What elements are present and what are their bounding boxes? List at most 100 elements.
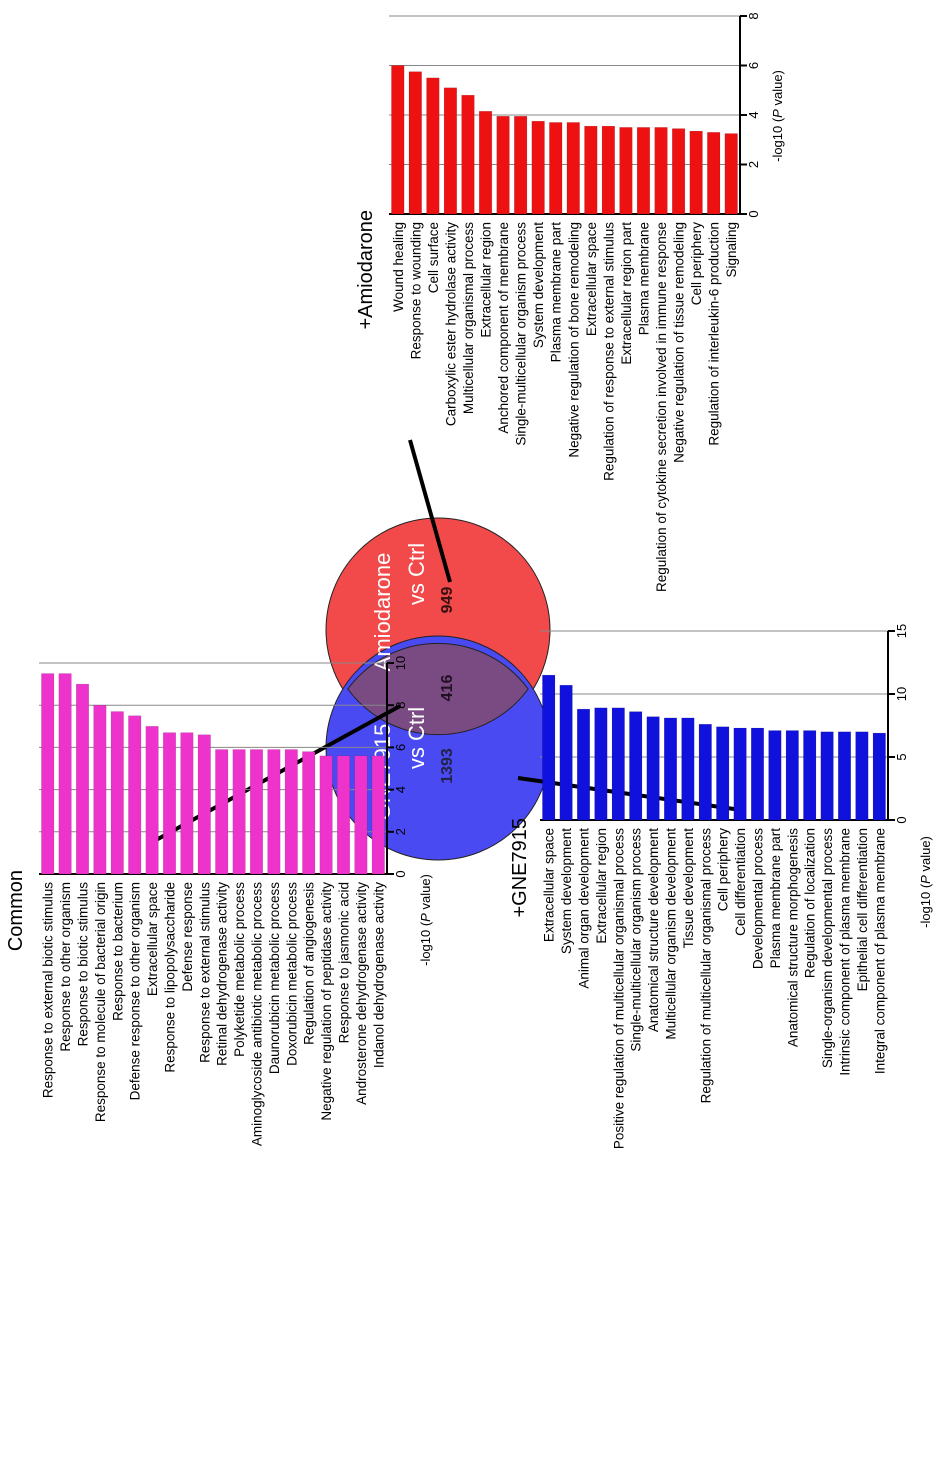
category-label: Anatomical structure morphogenesis xyxy=(785,828,800,1047)
bar xyxy=(514,115,528,215)
category-label: Extracellular space xyxy=(584,222,599,336)
category-label: Doxorubicin metabolic process xyxy=(284,882,299,1066)
y-tick-label: 15 xyxy=(894,624,909,638)
y-tick-label: 0 xyxy=(393,870,408,877)
category-label: Single-multicellular organism process xyxy=(514,222,529,446)
venn-overlap-count: 416 xyxy=(439,675,456,702)
category-label: Defense response to other organism xyxy=(128,882,143,1100)
y-tick-label: 8 xyxy=(393,702,408,709)
bar xyxy=(820,731,834,821)
category-label: Signaling xyxy=(724,222,739,278)
y-tick-label: 2 xyxy=(393,828,408,835)
category-label: Cell periphery xyxy=(716,828,731,912)
bar xyxy=(584,125,598,215)
category-label: Negative regulation of peptidase activit… xyxy=(319,882,334,1121)
category-label: Daunorubicin metabolic process xyxy=(267,882,282,1074)
chart-title: +Amiodarone xyxy=(355,210,377,330)
category-label: Plasma membrane part xyxy=(549,222,564,363)
bar xyxy=(443,87,457,215)
chart-common: 0 2 4 6 8 10 Response to external biotic stimu… xyxy=(5,656,433,1146)
bar xyxy=(611,707,625,821)
category-label: Response to other organism xyxy=(58,882,73,1052)
y-tick-label: 2 xyxy=(746,161,761,168)
bar xyxy=(75,683,90,875)
category-label: Single-organism developmental process xyxy=(820,828,835,1068)
category-label: Response to wounding xyxy=(408,222,423,359)
venn-left-count: 1393 xyxy=(439,748,456,784)
category-label: Response to external stimulus xyxy=(197,882,212,1063)
category-label: Regulation of multicellular organismal p… xyxy=(698,828,713,1104)
bar xyxy=(426,77,440,215)
category-label: System development xyxy=(531,222,546,348)
category-label: Negative regulation of bone remodeling xyxy=(566,222,581,458)
category-label: Extracellular space xyxy=(542,828,557,942)
bar xyxy=(391,65,405,215)
bar xyxy=(636,127,651,215)
category-label: Intrinsic component of plasma membrane xyxy=(838,828,853,1076)
y-tick-label: 0 xyxy=(894,816,909,823)
bar xyxy=(408,71,422,215)
category-label: Response to molecule of bacterial origin xyxy=(93,882,108,1122)
chart-gne7915: 0 5 10 15 Extracellular space System developm… xyxy=(509,624,933,1149)
category-label: Positive regulation of multicellular org… xyxy=(611,828,626,1149)
bar xyxy=(531,120,545,215)
category-label: Cell differentiation xyxy=(733,828,748,936)
bar xyxy=(319,755,333,875)
category-label: Response to external biotic stimulus xyxy=(41,882,56,1098)
category-label: Regulation of response to external stimu… xyxy=(601,222,616,481)
bar xyxy=(689,130,703,215)
category-label: Extracellular space xyxy=(145,882,160,996)
y-tick-label: 6 xyxy=(746,62,761,69)
value-axis-label: -log10 (P value) xyxy=(770,70,785,162)
y-tick-label: 8 xyxy=(746,12,761,19)
category-label: Aminoglycoside antibiotic metabolic proc… xyxy=(250,882,265,1146)
bar xyxy=(594,707,608,821)
bar xyxy=(855,731,869,821)
category-label: Response to jasmonic acid xyxy=(337,882,352,1043)
category-label: Anchored component of membrane xyxy=(496,222,511,434)
bar xyxy=(267,749,281,875)
y-tick-label: 5 xyxy=(894,753,909,760)
y-tick-label: 0 xyxy=(746,210,761,217)
category-label: Cell periphery xyxy=(689,222,704,306)
bar xyxy=(478,111,493,215)
category-label: Extracellular region xyxy=(594,828,609,944)
category-label: Integral component of plasma membrane xyxy=(872,828,887,1074)
category-label: Multicellular organismal process xyxy=(461,222,476,414)
bar xyxy=(336,755,351,875)
category-label: Androsterone dehydrogenase activity xyxy=(354,882,369,1105)
chart-title: Common xyxy=(5,870,27,951)
bar xyxy=(232,749,246,875)
bar xyxy=(371,755,385,875)
category-label: Regulation of cytokine secretion involve… xyxy=(654,222,669,592)
bar xyxy=(58,673,72,875)
y-tick-label: 6 xyxy=(393,744,408,751)
category-label: Response to lipopolysaccharide xyxy=(163,882,178,1073)
category-label: Wound healing xyxy=(391,222,406,312)
category-label: Plasma membrane part xyxy=(768,828,783,969)
category-label: Response to bacterium xyxy=(110,882,125,1021)
bar xyxy=(716,726,730,821)
category-label: Plasma membrane xyxy=(636,222,651,335)
bar xyxy=(785,730,799,821)
category-label: Multicellular organism development xyxy=(664,828,679,1040)
bar xyxy=(768,730,782,821)
chart-title: +GNE7915 xyxy=(509,818,531,918)
bar xyxy=(496,115,510,215)
bar xyxy=(698,723,712,821)
value-axis-label: -log10 (P value) xyxy=(418,874,433,966)
bar xyxy=(576,708,591,821)
category-label: System development xyxy=(559,828,574,954)
category-label: Indanol dehydrogenase activity xyxy=(371,882,386,1068)
category-label: Cell surface xyxy=(426,222,441,293)
bar xyxy=(654,127,668,215)
category-label: Regulation of interleukin-6 production xyxy=(707,222,722,446)
bar xyxy=(162,732,177,875)
bar xyxy=(128,715,142,875)
category-label: Regulation of angiogenesis xyxy=(302,882,317,1045)
bar xyxy=(559,684,573,821)
value-axis-label: -log10 (P value) xyxy=(918,836,933,928)
y-tick-label: 4 xyxy=(393,786,408,793)
